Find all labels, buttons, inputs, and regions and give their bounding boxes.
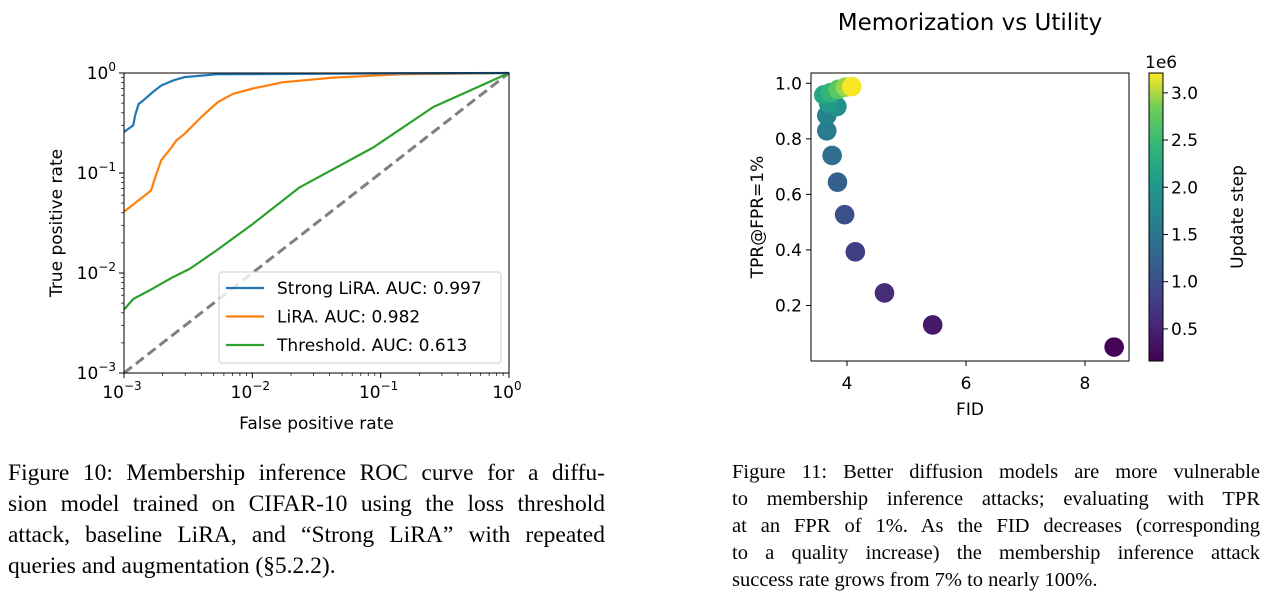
x-tick-label: 10−2 (231, 379, 270, 403)
colorbar (1148, 72, 1164, 362)
x-tick-label: 100 (492, 379, 521, 403)
figure-10-caption: Figure 10: Membership inference ROC curv… (8, 458, 605, 582)
colorbar-tick-label: 3.0 (1171, 84, 1198, 104)
colorbar-tick-label: 2.0 (1171, 178, 1198, 198)
colorbar-tick-label: 2.5 (1171, 131, 1198, 151)
scatter-point (922, 315, 943, 335)
y-tick-label: 10−2 (77, 260, 116, 284)
y-tick-label: 1.0 (775, 74, 802, 94)
legend-label: Threshold. AUC: 0.613 (276, 336, 467, 356)
scatter-point (822, 145, 842, 166)
colorbar-tick-label: 1.5 (1171, 225, 1198, 245)
y-tick-label: 0.6 (775, 185, 802, 205)
y-tick-label: 10−3 (77, 360, 116, 384)
x-tick-label: 10−3 (102, 379, 141, 403)
scatter-point (841, 76, 862, 97)
scatter-point (834, 204, 855, 225)
caption-line: to membership inference attacks; evaluat… (732, 488, 1260, 510)
x-tick-label: 10−1 (359, 379, 398, 403)
series-group (124, 71, 510, 373)
x-tick-label: 4 (842, 374, 853, 394)
roc-line-lira (124, 71, 510, 213)
chance-diagonal-line (124, 71, 510, 373)
scatter-point (874, 283, 895, 303)
colorbar-multiplier: 1e6 (1145, 53, 1177, 73)
y-tick-label: 0.2 (775, 296, 802, 316)
colorbar-label: Update step (1228, 165, 1248, 269)
y-tick-label: 10−1 (77, 160, 116, 184)
caption-line: success rate grows from 7% to nearly 100… (732, 569, 1098, 591)
caption-line: queries and augmentation (§5.2.2). (8, 553, 336, 579)
scatter-point (845, 242, 866, 262)
scatter-point (816, 120, 837, 141)
plot-frame (810, 72, 1130, 362)
roc-line-strong-lira (124, 71, 510, 133)
legend-label: Strong LiRA. AUC: 0.997 (277, 279, 482, 299)
x-axis-label: False positive rate (239, 414, 394, 434)
caption-line: attack, baseline LiRA, and “Strong LiRA”… (8, 522, 605, 548)
x-axis-label: FID (956, 400, 984, 420)
y-tick-label: 0.4 (775, 241, 802, 261)
caption-line: Figure 11: Better diffusion models are m… (732, 461, 1260, 483)
legend-box (218, 271, 502, 364)
colorbar-tick-label: 1.0 (1171, 273, 1198, 293)
y-tick-label: 100 (87, 60, 116, 84)
caption-line: at an FPR of 1%. As the FID decreases (c… (732, 515, 1260, 537)
scatter-point (827, 172, 848, 192)
caption-line: Figure 10: Membership inference ROC curv… (8, 460, 605, 486)
scatter-point (1104, 337, 1124, 357)
caption-line: sion model trained on CIFAR-10 using the… (8, 491, 605, 517)
legend: Strong LiRA. AUC: 0.997 LiRA. AUC: 0.982 T… (218, 271, 502, 364)
caption-line: to a quality increase) the membership in… (732, 542, 1260, 564)
figure-11-caption: Figure 11: Better diffusion models are m… (732, 459, 1260, 594)
chart-title: Memorization vs Utility (838, 10, 1102, 36)
plot-frame (123, 72, 510, 374)
colorbar-tick-label: 0.5 (1171, 320, 1198, 340)
roc-line-threshold (124, 71, 510, 311)
legend-label: LiRA. AUC: 0.982 (277, 308, 420, 328)
y-axis-label: True positive rate (47, 149, 67, 298)
x-tick-label: 8 (1080, 374, 1091, 394)
memorization-scatter-chart: Memorization vs Utility 4 6 8 0.2 0.4 0.6 0.8 1.… (748, 10, 1248, 420)
y-axis-label: TPR@FPR=1% (748, 156, 768, 280)
roc-chart: 10−3 10−2 10−1 100 10−3 10−2 10−1 100 False posi… (47, 60, 522, 434)
y-tick-label: 0.8 (775, 130, 802, 150)
x-tick-label: 6 (961, 374, 972, 394)
